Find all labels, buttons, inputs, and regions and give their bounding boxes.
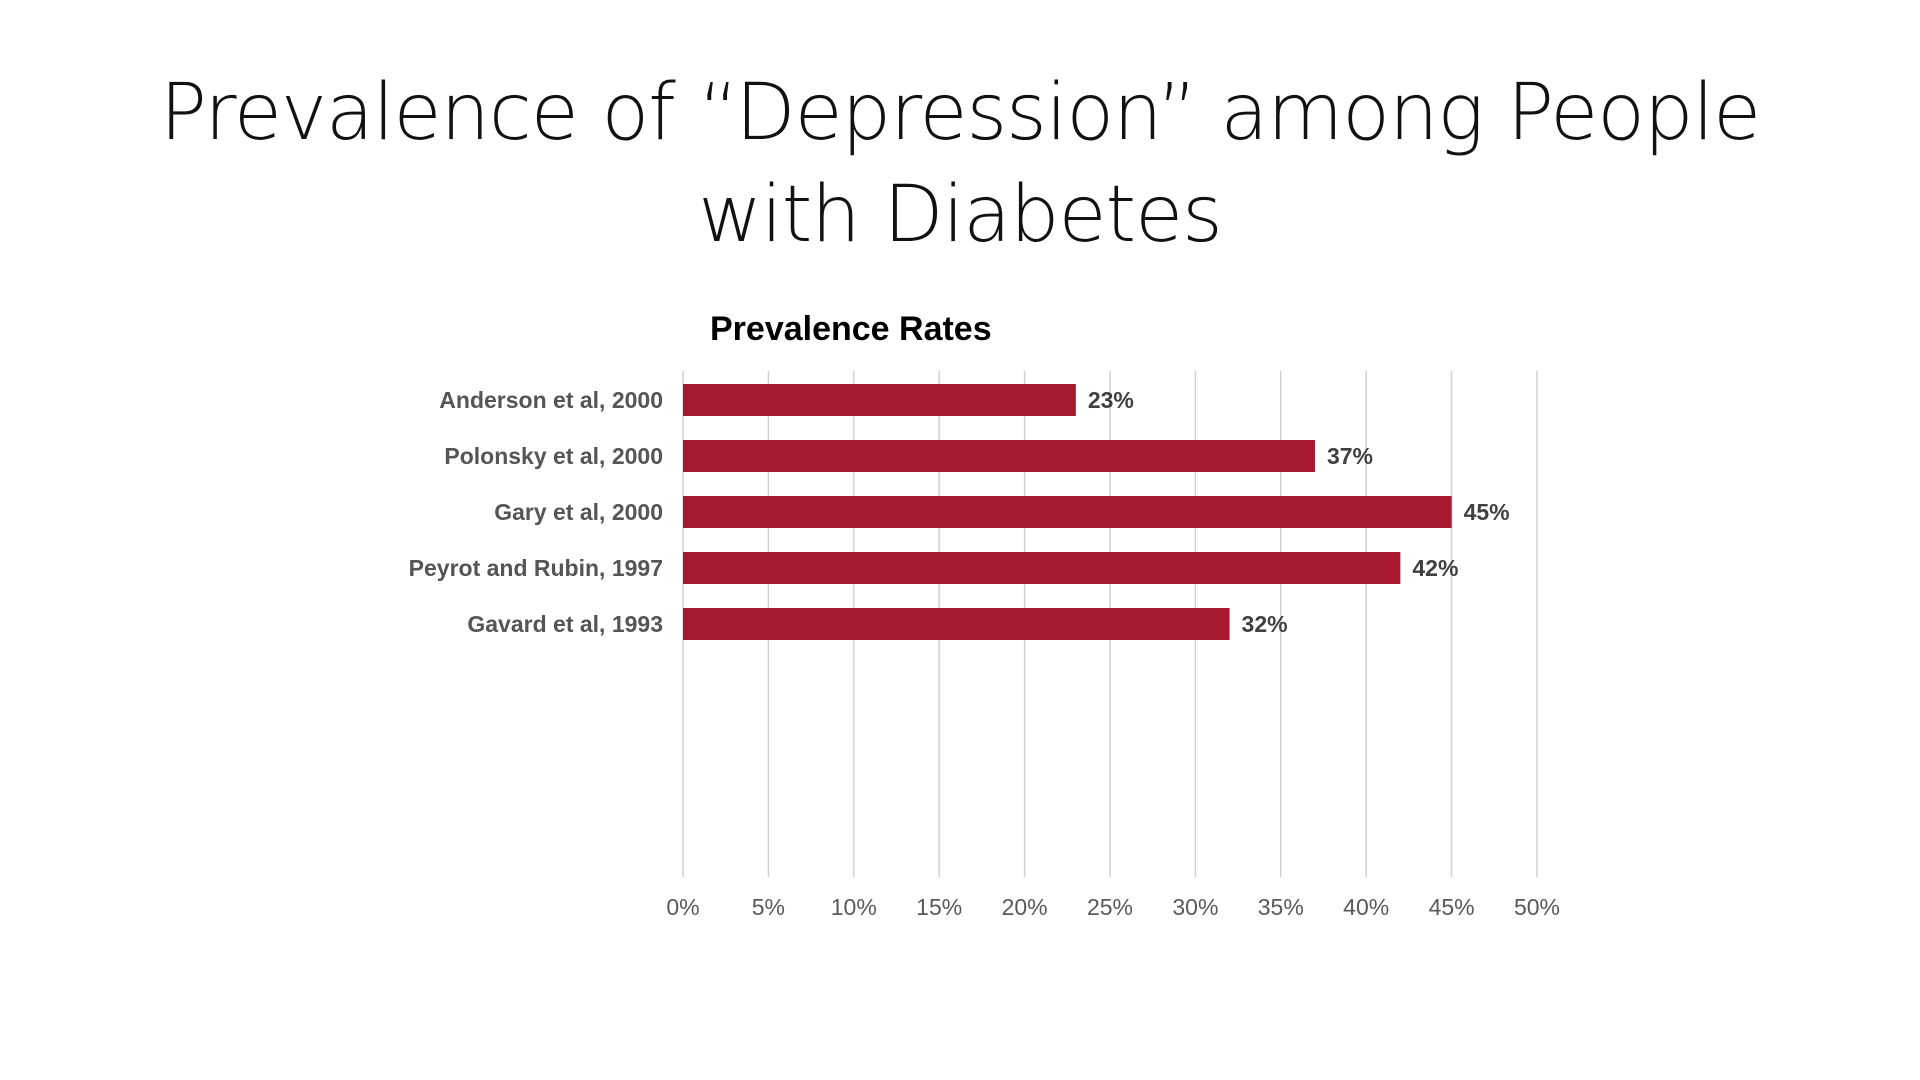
x-tick-label: 45% (1429, 894, 1475, 920)
x-tick-label: 10% (831, 894, 877, 920)
x-tick-label: 0% (666, 894, 699, 920)
bar (683, 440, 1315, 472)
slide-title-line-1: Prevalence of “Depression” among People (159, 68, 1761, 158)
x-tick-label: 35% (1258, 894, 1304, 920)
x-tick-label: 30% (1172, 894, 1218, 920)
slide-title: Prevalence of “Depression” among People … (0, 62, 1920, 266)
x-tick-label: 15% (916, 894, 962, 920)
x-tick-label: 25% (1087, 894, 1133, 920)
x-tick-label: 40% (1343, 894, 1389, 920)
data-label: 23% (1088, 387, 1134, 413)
data-label: 45% (1464, 499, 1510, 525)
category-label: Gavard et al, 1993 (467, 611, 663, 637)
bar (683, 384, 1076, 416)
chart-title: Prevalence Rates (710, 310, 992, 348)
x-axis-ticks: 0% 5% 10% 15% 20% 25% 30% 35% 40% 45% 50% (666, 894, 1560, 920)
x-tick-label: 5% (752, 894, 785, 920)
category-label: Anderson et al, 2000 (439, 387, 663, 413)
data-label: 37% (1327, 443, 1373, 469)
bar (683, 608, 1230, 640)
bar (683, 552, 1401, 584)
category-label: Peyrot and Rubin, 1997 (409, 555, 663, 581)
x-tick-label: 50% (1514, 894, 1560, 920)
bar (683, 496, 1452, 528)
category-label: Gary et al, 2000 (494, 499, 663, 525)
slide-title-line-2: with Diabetes (698, 170, 1223, 260)
x-tick-label: 20% (1002, 894, 1048, 920)
data-label: 42% (1412, 555, 1458, 581)
category-labels: Anderson et al, 2000 Polonsky et al, 2000… (409, 387, 663, 637)
bars (683, 384, 1452, 640)
data-labels: 23% 37% 45% 42% 32% (1088, 387, 1510, 637)
data-label: 32% (1242, 611, 1288, 637)
category-label: Polonsky et al, 2000 (444, 443, 663, 469)
